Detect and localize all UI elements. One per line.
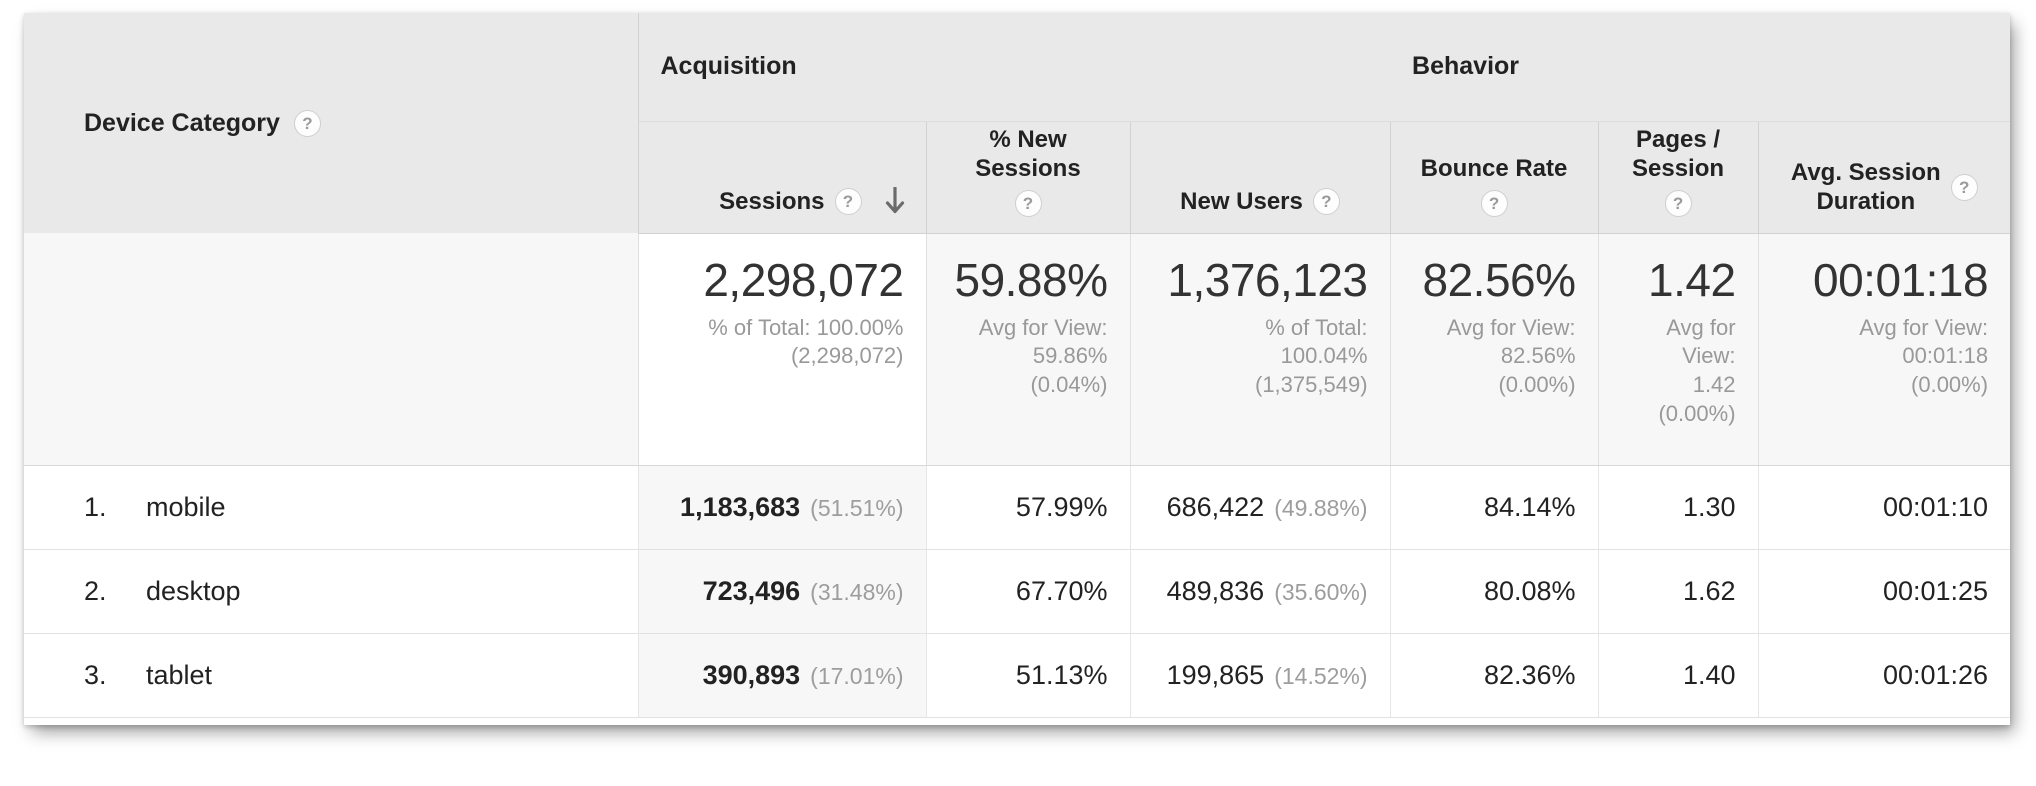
analytics-table-panel: Device Category ? Acquisition Behavior	[24, 13, 2010, 725]
summary-cell-bounce-rate: 82.56% Avg for View: 82.56% (0.00%)	[1389, 233, 1599, 466]
row-value-sessions-pct: (51.51%)	[810, 494, 904, 521]
row-value-sessions-pct: (17.01%)	[810, 662, 904, 689]
row-value-sessions: 390,893	[702, 659, 801, 690]
row-cell-avg-session-duration: 00:01:25	[1757, 549, 2010, 634]
help-circle-icon[interactable]: ?	[1950, 173, 1978, 201]
table-row[interactable]: 2. desktop 723,496 (31.48%) 67.70% 489,836…	[24, 549, 2010, 634]
column-header-pages-per-session[interactable]: Pages / Session ?	[1597, 121, 1759, 234]
column-header-pct-new-sessions[interactable]: % New Sessions ?	[925, 121, 1130, 234]
summary-cell-avg-session-duration: 00:01:18 Avg for View: 00:01:18 (0.00%)	[1757, 233, 2010, 466]
column-group-behavior: Behavior	[1390, 13, 2010, 122]
row-cell-sessions: 1,183,683 (51.51%)	[637, 465, 926, 550]
row-cell-new-users: 489,836 (35.60%)	[1129, 549, 1391, 634]
row-cell-avg-session-duration: 00:01:10	[1757, 465, 2010, 550]
row-index: 1.	[84, 491, 107, 522]
help-circle-icon[interactable]: ?	[1014, 189, 1042, 217]
row-dimension-cell: 3. tablet	[24, 633, 639, 718]
column-header-bounce-rate-label: Bounce Rate	[1420, 155, 1568, 183]
row-cell-pct-new-sessions: 51.13%	[925, 633, 1130, 718]
dimension-header-cell[interactable]: Device Category ?	[24, 13, 639, 233]
column-group-acquisition-label: Acquisition	[660, 52, 797, 81]
row-cell-new-users: 199,865 (14.52%)	[1129, 633, 1391, 718]
summary-dimension-cell	[24, 233, 639, 466]
row-label-device[interactable]: mobile	[146, 491, 226, 522]
column-header-bounce-rate[interactable]: Bounce Rate ?	[1389, 121, 1599, 234]
summary-value-bounce-rate: 82.56%	[1422, 253, 1577, 306]
column-group-acquisition: Acquisition	[638, 13, 1391, 122]
summary-row: 2,298,072 % of Total: 100.00% (2,298,072…	[24, 233, 2010, 466]
summary-cell-sessions: 2,298,072 % of Total: 100.00% (2,298,072…	[637, 233, 926, 466]
column-header-new-users[interactable]: New Users ?	[1129, 121, 1391, 234]
summary-value-pct-new-sessions: 59.88%	[954, 253, 1108, 306]
summary-sub-new-users: % of Total: 100.04% (1,375,549)	[1255, 314, 1368, 397]
help-circle-icon[interactable]: ?	[1664, 189, 1692, 217]
row-dimension-cell: 1. mobile	[24, 465, 639, 550]
row-value-new-users-pct: (35.60%)	[1274, 578, 1368, 605]
row-cell-sessions: 390,893 (17.01%)	[637, 633, 926, 718]
summary-cell-pages-per-session: 1.42 Avg for View: 1.42 (0.00%)	[1597, 233, 1759, 466]
column-group-behavior-label: Behavior	[1412, 52, 1520, 81]
row-value-sessions: 1,183,683	[680, 491, 801, 522]
table-body: 2,298,072 % of Total: 100.00% (2,298,072…	[24, 233, 2010, 718]
column-header-new-users-label: New Users	[1180, 188, 1303, 216]
column-header-sessions-label: Sessions	[719, 187, 825, 215]
column-header-avg-session-duration-label: Avg. Session Duration	[1790, 158, 1941, 216]
summary-value-new-users: 1,376,123	[1167, 253, 1368, 306]
row-cell-bounce-rate: 80.08%	[1389, 549, 1599, 634]
summary-sub-avg-session-duration: Avg for View: 00:01:18 (0.00%)	[1859, 314, 1989, 397]
row-cell-bounce-rate: 84.14%	[1389, 465, 1599, 550]
row-value-new-users: 489,836	[1166, 575, 1265, 606]
row-label-device[interactable]: tablet	[146, 659, 213, 690]
row-cell-pct-new-sessions: 57.99%	[925, 465, 1130, 550]
row-dimension-cell: 2. desktop	[24, 549, 639, 634]
row-cell-pages-per-session: 1.62	[1597, 549, 1759, 634]
column-header-avg-session-duration[interactable]: Avg. Session Duration ?	[1757, 121, 2010, 234]
page-title: Device Category	[84, 108, 280, 137]
summary-value-sessions: 2,298,072	[703, 253, 904, 306]
row-cell-new-users: 686,422 (49.88%)	[1129, 465, 1391, 550]
row-cell-pct-new-sessions: 67.70%	[925, 549, 1130, 634]
table-row[interactable]: 3. tablet 390,893 (17.01%) 51.13% 199,865 (…	[24, 633, 2010, 718]
row-value-new-users-pct: (14.52%)	[1274, 662, 1368, 689]
column-header-pages-per-session-label: Pages / Session	[1632, 125, 1725, 183]
summary-sub-bounce-rate: Avg for View: 82.56% (0.00%)	[1446, 314, 1576, 397]
help-circle-icon[interactable]: ?	[1480, 189, 1508, 217]
summary-value-pages-per-session: 1.42	[1648, 253, 1736, 306]
column-header-pct-new-sessions-label: % New Sessions	[975, 125, 1081, 183]
row-index: 2.	[84, 575, 107, 606]
row-value-sessions: 723,496	[702, 575, 801, 606]
device-category-table: Device Category ? Acquisition Behavior	[24, 13, 2010, 718]
summary-cell-pct-new-sessions: 59.88% Avg for View: 59.86% (0.04%)	[925, 233, 1130, 466]
help-circle-icon[interactable]: ?	[1312, 188, 1340, 216]
help-circle-icon[interactable]: ?	[293, 109, 321, 137]
row-value-sessions-pct: (31.48%)	[810, 578, 904, 605]
row-cell-pages-per-session: 1.30	[1597, 465, 1759, 550]
row-cell-sessions: 723,496 (31.48%)	[637, 549, 926, 634]
header-group-row: Device Category ? Acquisition Behavior	[24, 13, 2010, 233]
row-cell-pages-per-session: 1.40	[1597, 633, 1759, 718]
column-header-sessions[interactable]: Sessions ?	[637, 121, 926, 234]
help-circle-icon[interactable]: ?	[834, 188, 862, 215]
summary-sub-pct-new-sessions: Avg for View: 59.86% (0.04%)	[978, 314, 1108, 397]
row-cell-bounce-rate: 82.36%	[1389, 633, 1599, 718]
header-metric-row: Sessions ? % New Sessions ?	[24, 121, 2010, 234]
row-cell-avg-session-duration: 00:01:26	[1757, 633, 2010, 718]
row-value-new-users-pct: (49.88%)	[1274, 494, 1368, 521]
row-value-new-users: 199,865	[1166, 659, 1265, 690]
row-index: 3.	[84, 659, 107, 690]
row-label-device[interactable]: desktop	[146, 575, 241, 606]
arrow-down-icon[interactable]	[884, 186, 906, 217]
summary-cell-new-users: 1,376,123 % of Total: 100.04% (1,375,549…	[1129, 233, 1391, 466]
summary-sub-pages-per-session: Avg for View: 1.42 (0.00%)	[1658, 314, 1736, 426]
table-row[interactable]: 1. mobile 1,183,683 (51.51%) 57.99% 686,42…	[24, 465, 2010, 550]
summary-sub-sessions: % of Total: 100.00% (2,298,072)	[708, 314, 904, 369]
table-head: Device Category ? Acquisition Behavior	[24, 13, 2010, 234]
summary-value-avg-session-duration: 00:01:18	[1813, 253, 1989, 306]
row-value-new-users: 686,422	[1166, 491, 1265, 522]
